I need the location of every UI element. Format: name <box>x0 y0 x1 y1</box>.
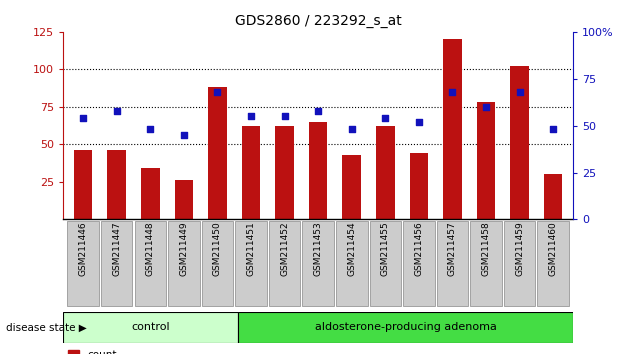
Bar <box>108 150 126 219</box>
Text: GSM211455: GSM211455 <box>381 221 390 276</box>
FancyBboxPatch shape <box>336 221 367 306</box>
FancyBboxPatch shape <box>437 221 468 306</box>
Bar <box>343 155 361 219</box>
FancyBboxPatch shape <box>67 221 99 306</box>
Text: GSM211459: GSM211459 <box>515 221 524 276</box>
Text: GSM211453: GSM211453 <box>314 221 323 276</box>
Point <box>78 115 88 121</box>
Text: GSM211458: GSM211458 <box>481 221 491 276</box>
Point <box>212 89 222 95</box>
Text: disease state ▶: disease state ▶ <box>6 322 87 332</box>
FancyBboxPatch shape <box>537 221 569 306</box>
Bar <box>141 169 159 219</box>
Text: GSM211454: GSM211454 <box>347 221 356 276</box>
FancyBboxPatch shape <box>202 221 233 306</box>
Text: GSM211446: GSM211446 <box>79 221 88 276</box>
FancyBboxPatch shape <box>235 221 266 306</box>
Bar <box>242 126 260 219</box>
Point <box>112 108 122 114</box>
Text: GSM211456: GSM211456 <box>415 221 423 276</box>
Bar <box>208 87 227 219</box>
Bar <box>410 153 428 219</box>
Point <box>246 113 256 119</box>
Title: GDS2860 / 223292_s_at: GDS2860 / 223292_s_at <box>235 14 401 28</box>
Point <box>414 119 424 125</box>
Bar <box>74 150 93 219</box>
Text: control: control <box>131 322 169 332</box>
FancyBboxPatch shape <box>101 221 132 306</box>
FancyBboxPatch shape <box>63 312 238 343</box>
Point <box>515 89 525 95</box>
Text: GSM211448: GSM211448 <box>146 221 155 276</box>
Text: GSM211450: GSM211450 <box>213 221 222 276</box>
Point <box>313 108 323 114</box>
FancyBboxPatch shape <box>302 221 334 306</box>
FancyBboxPatch shape <box>370 221 401 306</box>
FancyBboxPatch shape <box>269 221 301 306</box>
Point <box>548 127 558 132</box>
Legend: count, percentile rank within the sample: count, percentile rank within the sample <box>68 350 263 354</box>
Bar <box>544 175 563 219</box>
FancyBboxPatch shape <box>238 312 573 343</box>
FancyBboxPatch shape <box>135 221 166 306</box>
Text: aldosterone-producing adenoma: aldosterone-producing adenoma <box>314 322 496 332</box>
Text: GSM211449: GSM211449 <box>180 221 188 276</box>
Bar <box>376 126 394 219</box>
Text: GSM211452: GSM211452 <box>280 221 289 276</box>
FancyBboxPatch shape <box>470 221 501 306</box>
Point <box>481 104 491 110</box>
Bar <box>510 67 529 219</box>
Point <box>146 127 156 132</box>
Text: GSM211451: GSM211451 <box>246 221 256 276</box>
FancyBboxPatch shape <box>403 221 435 306</box>
Point <box>447 89 457 95</box>
Bar <box>444 39 462 219</box>
Point <box>346 127 357 132</box>
Point <box>381 115 391 121</box>
Text: GSM211457: GSM211457 <box>448 221 457 276</box>
Bar <box>477 102 495 219</box>
Bar <box>175 181 193 219</box>
Text: GSM211447: GSM211447 <box>112 221 121 276</box>
Text: GSM211460: GSM211460 <box>549 221 558 276</box>
Bar <box>275 126 294 219</box>
Point <box>179 132 189 138</box>
Bar <box>309 122 328 219</box>
FancyBboxPatch shape <box>504 221 536 306</box>
Point <box>280 113 290 119</box>
FancyBboxPatch shape <box>168 221 200 306</box>
